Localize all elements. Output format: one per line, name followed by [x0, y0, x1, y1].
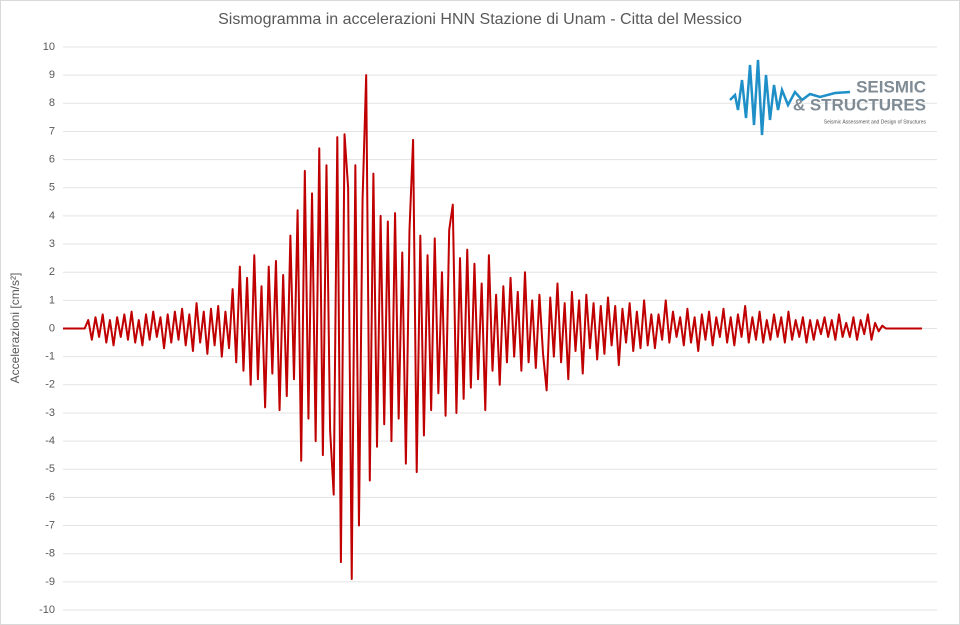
y-tick-label: 3	[49, 238, 55, 250]
y-tick-label: 6	[49, 154, 55, 166]
y-tick-label: -8	[45, 548, 55, 560]
y-tick-label: -10	[39, 604, 55, 616]
y-tick-label: -9	[45, 576, 55, 588]
y-tick-label: -2	[45, 379, 55, 391]
y-tick-label: 7	[49, 125, 55, 137]
y-tick-label: 2	[49, 266, 55, 278]
logo-line2: & STRUCTURES	[793, 95, 926, 114]
logo: SEISMIC & STRUCTURES Seismic Assessment …	[729, 59, 927, 136]
y-tick-label: 9	[49, 69, 55, 81]
y-tick-label: 8	[49, 97, 55, 109]
series-line	[63, 74, 922, 581]
y-tick-label: -5	[45, 463, 55, 475]
logo-tagline: Seismic Assessment and Design of Structu…	[824, 119, 927, 125]
y-tick-label: -7	[45, 519, 55, 531]
y-tick-label: 1	[49, 294, 55, 306]
y-tick-label: 0	[49, 322, 55, 334]
y-axis-label: Accelerazioni [cm/s²]	[8, 273, 22, 384]
chart-title: Sismogramma in accelerazioni HNN Stazion…	[218, 11, 742, 28]
logo-line1: SEISMIC	[856, 77, 926, 96]
y-tick-label: -3	[45, 407, 55, 419]
y-tick-label: 5	[49, 182, 55, 194]
y-tick-label: 10	[43, 41, 55, 53]
y-tick-label: -4	[45, 435, 55, 447]
y-tick-label: -6	[45, 491, 55, 503]
logo-wave	[729, 59, 851, 136]
y-tick-label: 4	[49, 210, 55, 222]
y-tick-label: -1	[45, 351, 55, 363]
